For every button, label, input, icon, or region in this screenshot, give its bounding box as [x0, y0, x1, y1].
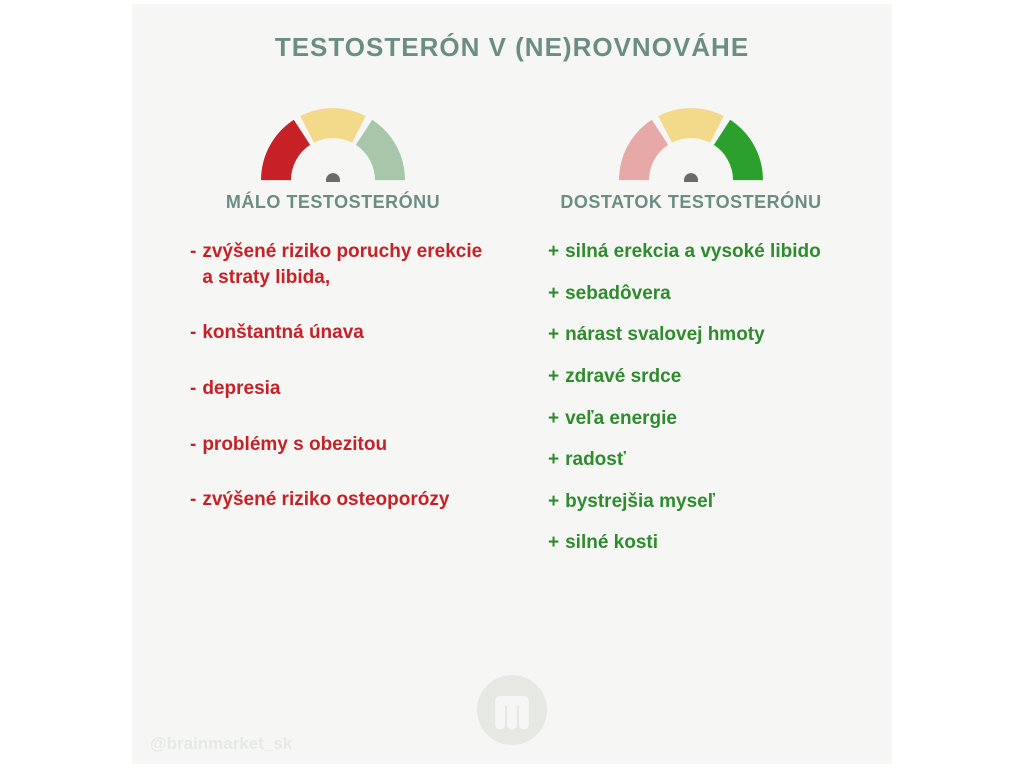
bullet: -: [190, 320, 196, 346]
bullet: +: [548, 447, 559, 473]
gauge-high-wrap: [530, 89, 852, 182]
gauge-low-icon: [258, 89, 408, 182]
list-item-text: sebadôvera: [565, 281, 671, 307]
list-item: +silná erekcia a vysoké libido: [548, 239, 852, 265]
bullet: +: [548, 406, 559, 432]
infographic-canvas: TESTOSTERÓN V (NE)ROVNOVÁHE MÁLO TESTOST…: [132, 4, 892, 764]
list-item-text: silné kosti: [565, 530, 658, 556]
list-high: +silná erekcia a vysoké libido+sebadôver…: [530, 239, 852, 556]
bullet: +: [548, 281, 559, 307]
heading-low: MÁLO TESTOSTERÓNU: [172, 192, 494, 213]
columns: MÁLO TESTOSTERÓNU -zvýšené riziko poruch…: [172, 89, 852, 572]
list-item-text: zvýšené riziko poruchy erekcie a straty …: [202, 239, 494, 290]
list-item-text: zvýšené riziko osteoporózy: [202, 487, 449, 513]
list-item-text: radosť: [565, 447, 626, 473]
brand-logo-icon: [477, 675, 547, 750]
list-item: +silné kosti: [548, 530, 852, 556]
list-item-text: nárast svalovej hmoty: [565, 322, 765, 348]
list-item-text: veľa energie: [565, 406, 677, 432]
bullet: +: [548, 489, 559, 515]
page-title: TESTOSTERÓN V (NE)ROVNOVÁHE: [172, 32, 852, 63]
list-item-text: zdravé srdce: [565, 364, 681, 390]
list-item: -depresia: [190, 376, 494, 402]
gauge-low-wrap: [172, 89, 494, 182]
list-item-text: bystrejšia myseľ: [565, 489, 715, 515]
list-item-text: silná erekcia a vysoké libido: [565, 239, 821, 265]
list-item: +nárast svalovej hmoty: [548, 322, 852, 348]
list-item: -konštantná únava: [190, 320, 494, 346]
list-low: -zvýšené riziko poruchy erekcie a straty…: [172, 239, 494, 513]
heading-high: DOSTATOK TESTOSTERÓNU: [530, 192, 852, 213]
bullet: -: [190, 432, 196, 458]
bullet: -: [190, 487, 196, 513]
bullet: +: [548, 530, 559, 556]
column-low: MÁLO TESTOSTERÓNU -zvýšené riziko poruch…: [172, 89, 494, 572]
list-item: +sebadôvera: [548, 281, 852, 307]
list-item-text: problémy s obezitou: [202, 432, 387, 458]
social-handle: @brainmarket_sk: [150, 734, 292, 754]
list-item: +radosť: [548, 447, 852, 473]
list-item: +bystrejšia myseľ: [548, 489, 852, 515]
list-item-text: depresia: [202, 376, 280, 402]
bullet: -: [190, 376, 196, 402]
list-item: +zdravé srdce: [548, 364, 852, 390]
bullet: -: [190, 239, 196, 265]
list-item: -zvýšené riziko osteoporózy: [190, 487, 494, 513]
list-item: -zvýšené riziko poruchy erekcie a straty…: [190, 239, 494, 290]
list-item: -problémy s obezitou: [190, 432, 494, 458]
column-high: DOSTATOK TESTOSTERÓNU +silná erekcia a v…: [530, 89, 852, 572]
list-item: +veľa energie: [548, 406, 852, 432]
gauge-high-icon: [616, 89, 766, 182]
bullet: +: [548, 322, 559, 348]
bullet: +: [548, 239, 559, 265]
list-item-text: konštantná únava: [202, 320, 364, 346]
bullet: +: [548, 364, 559, 390]
